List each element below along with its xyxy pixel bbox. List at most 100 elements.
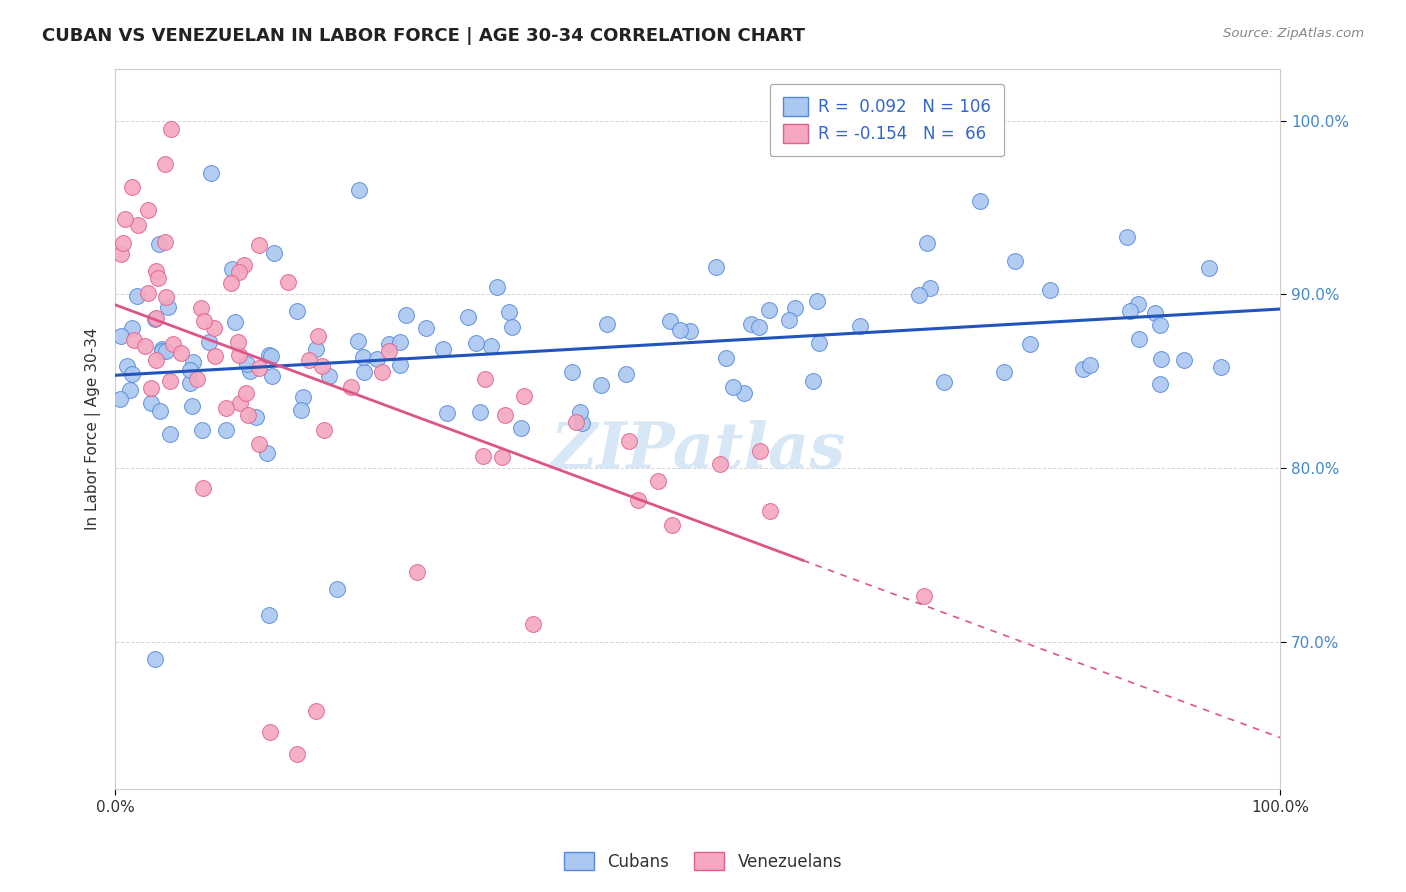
Point (318, 369, 340, 384)
Point (257, 608, 280, 623)
Point (468, 404, 491, 418)
Point (801, 374, 824, 388)
Point (121, 367, 143, 381)
Point (749, 444, 772, 458)
Point (236, 357, 259, 371)
Point (491, 450, 513, 465)
Point (110, 329, 132, 343)
Point (733, 386, 755, 401)
Point (1019, 336, 1042, 351)
Point (148, 236, 170, 251)
Point (432, 343, 454, 357)
Point (807, 335, 830, 350)
Point (235, 385, 257, 400)
Point (498, 305, 520, 319)
Point (661, 517, 683, 532)
Point (110, 392, 132, 406)
Point (912, 589, 935, 603)
Point (679, 324, 702, 338)
Point (127, 218, 149, 232)
Point (932, 375, 955, 389)
Point (1149, 376, 1171, 391)
Point (1128, 297, 1150, 311)
Point (510, 421, 533, 435)
Point (233, 258, 256, 272)
Point (617, 434, 640, 448)
Point (162, 337, 184, 351)
Point (326, 582, 349, 597)
Point (371, 365, 394, 379)
Point (405, 565, 427, 579)
Point (143, 312, 166, 326)
Point (247, 360, 270, 375)
Point (1115, 229, 1137, 244)
Point (228, 334, 250, 349)
Point (340, 379, 363, 393)
Point (153, 157, 176, 171)
Point (170, 345, 193, 359)
Point (1173, 353, 1195, 368)
Point (221, 262, 243, 277)
Point (305, 342, 328, 356)
Point (120, 383, 142, 397)
Point (153, 235, 176, 249)
Point (1039, 283, 1062, 297)
Point (658, 314, 681, 328)
Point (748, 319, 770, 334)
Legend: Cubans, Venezuelans: Cubans, Venezuelans (555, 844, 851, 880)
Point (783, 301, 806, 315)
Point (285, 304, 308, 318)
Point (918, 281, 941, 295)
Legend: R =  0.092   N = 106, R = -0.154   N =  66: R = 0.092 N = 106, R = -0.154 N = 66 (769, 84, 1004, 156)
Point (565, 416, 588, 430)
Point (740, 318, 762, 332)
Point (596, 317, 619, 331)
Point (501, 319, 523, 334)
Point (366, 351, 388, 366)
Point (179, 363, 201, 377)
Point (806, 293, 828, 308)
Point (353, 365, 375, 379)
Point (155, 343, 177, 358)
Point (457, 310, 479, 325)
Point (134, 339, 156, 353)
Point (260, 368, 283, 383)
Point (560, 366, 582, 380)
Point (571, 416, 593, 430)
Point (190, 301, 212, 315)
Point (1150, 352, 1173, 367)
Point (186, 372, 208, 386)
Point (160, 122, 183, 136)
Point (1128, 332, 1150, 346)
Point (485, 280, 508, 294)
Point (245, 409, 267, 424)
Point (125, 289, 148, 303)
Point (277, 275, 299, 289)
Point (415, 321, 437, 335)
Point (157, 301, 180, 315)
Point (388, 359, 411, 373)
Point (190, 423, 212, 437)
Point (191, 481, 214, 495)
Point (352, 351, 374, 365)
Point (569, 405, 592, 419)
Point (224, 315, 246, 329)
Point (908, 288, 931, 302)
Point (159, 427, 181, 442)
Point (139, 395, 162, 409)
Point (1211, 360, 1233, 375)
Point (228, 265, 250, 279)
Point (148, 271, 170, 285)
Point (969, 194, 991, 208)
Point (110, 246, 132, 260)
Point (464, 335, 486, 350)
Point (1071, 362, 1094, 376)
Point (228, 396, 250, 410)
Point (347, 334, 370, 349)
Point (260, 349, 283, 363)
Point (778, 313, 800, 327)
Point (758, 303, 780, 318)
Point (305, 704, 328, 718)
Point (993, 365, 1015, 379)
Point (143, 652, 166, 666)
